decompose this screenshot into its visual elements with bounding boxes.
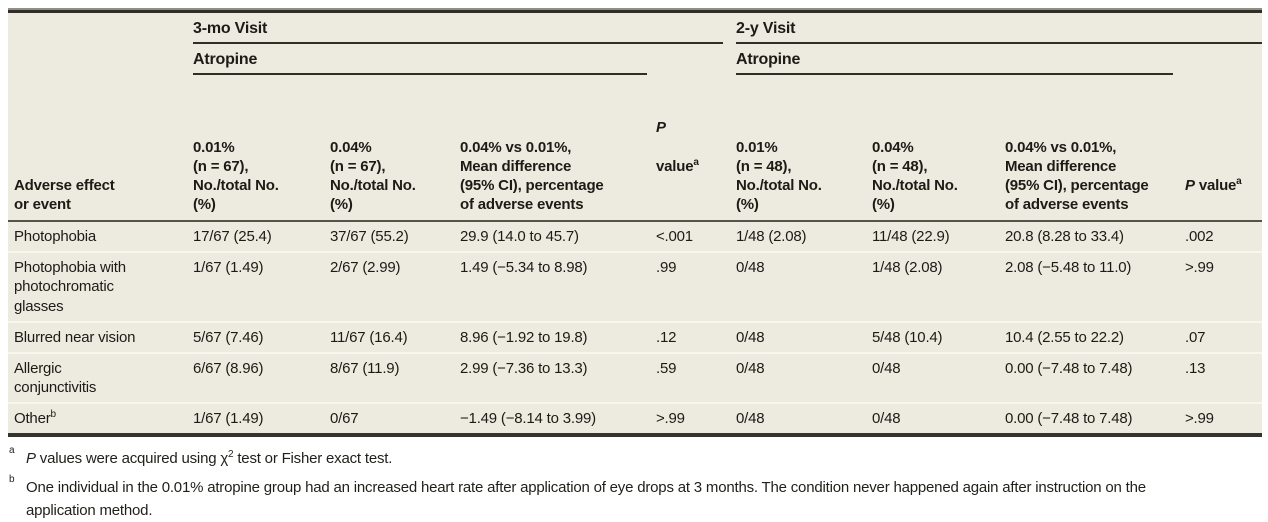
table-cell: 1/48 (2.08) [736, 228, 807, 246]
table-cell: 0.00 (−7.48 to 7.48) [1005, 351, 1185, 404]
table-row-blurred-near-vision: Blurred near vision 5/67 (7.46) 11/67 (1… [8, 321, 1263, 353]
table-row-photophobia: Photophobia 17/67 (25.4) 37/67 (55.2) 29… [8, 221, 1262, 252]
table-cell: 2.99 (−7.36 to 13.3) [460, 351, 656, 404]
table-cell: 6/67 (8.96) [193, 351, 330, 404]
empty-cell [656, 44, 736, 75]
table-cell: >.99 [1185, 402, 1263, 433]
visit-2y-label: 2-y Visit [736, 13, 1263, 44]
empty-corner-cell [8, 13, 193, 44]
table-cell: 20.8 (8.28 to 33.4) [1005, 228, 1124, 246]
table-cell: .13 [1185, 351, 1263, 404]
drug-spanner-row: Atropine Atropine [8, 44, 1262, 75]
table-cell: <.001 [656, 228, 693, 246]
table-bottom-rule [8, 432, 1262, 437]
table-top-rule [8, 8, 1262, 13]
table-cell: 11/67 (16.4) [330, 321, 460, 353]
atropine-2y-header: Atropine [736, 44, 1185, 75]
visit-3mo-label: 3-mo Visit [193, 13, 723, 44]
table-cell: 29.9 (14.0 to 45.7) [460, 228, 579, 246]
page: 3-mo Visit 2-y Visit Atropine Atropine [0, 8, 1268, 522]
table-cell: 0/48 [872, 402, 1005, 433]
table-cell: 0/48 [736, 321, 872, 353]
table-cell: 1/67 (1.49) [193, 250, 330, 323]
visit-2y-header: 2-y Visit [736, 13, 1263, 44]
column-header-2y-001: 0.01% (n = 48), No./total No. (%) [736, 75, 872, 223]
column-header-adverse-effect: Adverse effect or event [8, 75, 193, 223]
atropine-3mo-header: Atropine [193, 44, 656, 75]
table-cell: 1/48 (2.08) [872, 250, 1005, 323]
table-cell: 0.00 (−7.48 to 7.48) [1005, 402, 1185, 433]
atropine-3mo-label: Atropine [193, 44, 647, 75]
row-label: Photophobia [14, 228, 97, 246]
table-cell: >.99 [1185, 250, 1263, 323]
table-cell: −1.49 (−8.14 to 3.99) [460, 402, 656, 433]
table-cell: .59 [656, 351, 736, 404]
column-header-3mo-001: 0.01% (n = 67), No./total No. (%) [193, 75, 330, 223]
table-row-photophobia-glasses: Photophobia with photochromatic glasses … [8, 250, 1263, 323]
table-cell: 2/67 (2.99) [330, 250, 460, 323]
table-cell: 5/48 (10.4) [872, 321, 1005, 353]
row-label: Photophobia with photochromatic glasses [8, 250, 193, 323]
column-header-3mo-pvalue: P valuea [656, 75, 736, 223]
table-cell: 11/48 (22.9) [872, 228, 950, 246]
table-cell: .07 [1185, 321, 1263, 353]
column-header-2y-004: 0.04% (n = 48), No./total No. (%) [872, 75, 1005, 223]
table-cell: 5/67 (7.46) [193, 321, 330, 353]
row-label: Otherb [8, 402, 193, 433]
footnote-b: b One individual in the 0.01% atropine gr… [9, 474, 1146, 519]
table-row-allergic-conjunctivitis: Allergic conjunctivitis 6/67 (8.96) 8/67… [8, 351, 1263, 404]
table-cell: .12 [656, 321, 736, 353]
table-cell: 1.49 (−5.34 to 8.98) [460, 250, 656, 323]
table-cell: 8/67 (11.9) [330, 351, 460, 404]
table-cell: >.99 [656, 402, 736, 433]
table-cell: .99 [656, 250, 736, 323]
column-header-3mo-diff: 0.04% vs 0.01%, Mean difference (95% CI)… [460, 75, 656, 223]
table-cell: 2.08 (−5.48 to 11.0) [1005, 250, 1185, 323]
atropine-2y-label: Atropine [736, 44, 1173, 75]
visit-spanner-row: 3-mo Visit 2-y Visit [8, 13, 1263, 44]
table-cell: 0/48 [736, 402, 872, 433]
table-cell: 1/67 (1.49) [193, 402, 330, 433]
table-cell: 0/48 [872, 351, 1005, 404]
adverse-events-table: 3-mo Visit 2-y Visit Atropine Atropine [8, 8, 1263, 437]
table-cell: 10.4 (2.55 to 22.2) [1005, 321, 1185, 353]
table-cell: 0/48 [736, 250, 872, 323]
table-cell: 0/67 [330, 402, 460, 433]
chi-square-superscript: 2 [228, 448, 234, 460]
row-label: Allergic conjunctivitis [8, 351, 193, 404]
column-header-3mo-004: 0.04% (n = 67), No./total No. (%) [330, 75, 460, 223]
table-row-other: Otherb 1/67 (1.49) 0/67 −1.49 (−8.14 to … [8, 402, 1263, 433]
table-cell: 37/67 (55.2) [330, 228, 409, 246]
empty-cell [8, 44, 193, 75]
adverse-events-data-table: 3-mo Visit 2-y Visit Atropine Atropine [8, 13, 1263, 433]
table-cell: 8.96 (−1.92 to 19.8) [460, 321, 656, 353]
row-label: Blurred near vision [8, 321, 193, 353]
table-cell: 0/48 [736, 351, 872, 404]
column-header-row: Adverse effect or event 0.01% (n = 67), … [8, 75, 1263, 223]
column-header-2y-diff: 0.04% vs 0.01%, Mean difference (95% CI)… [1005, 75, 1185, 223]
table-cell: 17/67 (25.4) [193, 228, 272, 246]
empty-cell [1185, 44, 1262, 75]
visit-3mo-header: 3-mo Visit [193, 13, 736, 44]
table-cell: .002 [1185, 228, 1214, 246]
